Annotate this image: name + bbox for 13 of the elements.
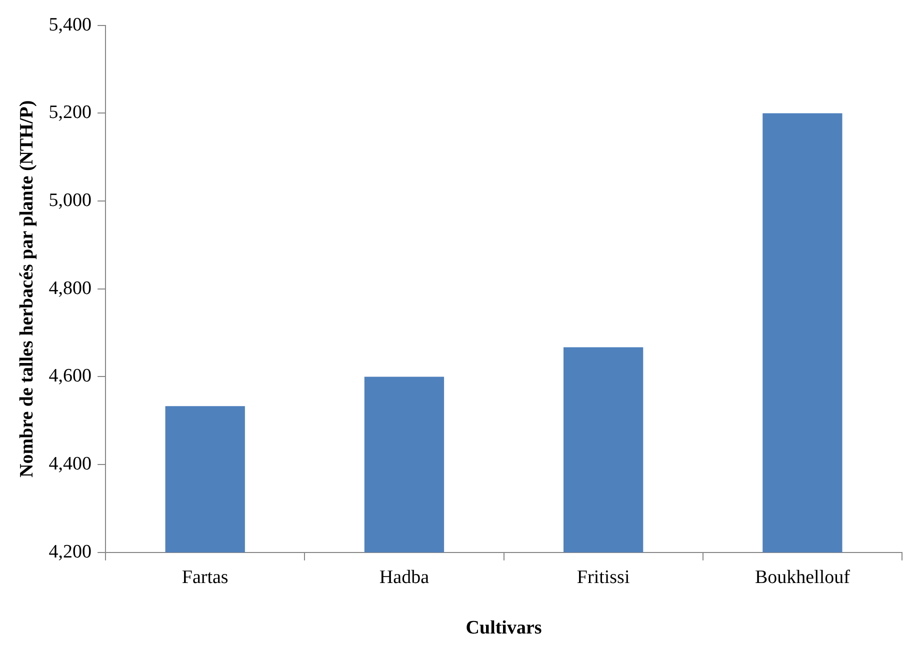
y-axis-title: Nombre de talles herbacés par plante (NTH/P) <box>16 100 38 478</box>
y-tick-label: 5,000 <box>48 190 92 212</box>
x-tick-label: Hadba <box>379 566 430 588</box>
y-tick-label: 4,400 <box>48 454 92 475</box>
y-tick-label: 5,200 <box>48 102 92 124</box>
y-tick-label: 4,800 <box>48 278 92 299</box>
y-tick-label: 4,200 <box>48 541 92 562</box>
x-tick-label: Fartas <box>182 566 228 588</box>
y-tick-label: 5,400 <box>48 14 92 36</box>
y-tick-label: 4,600 <box>48 366 92 387</box>
x-axis-title: Cultivars <box>466 618 542 639</box>
x-tick-label: Boukhellouf <box>754 566 851 588</box>
x-tick-label: Fritissi <box>576 566 630 588</box>
